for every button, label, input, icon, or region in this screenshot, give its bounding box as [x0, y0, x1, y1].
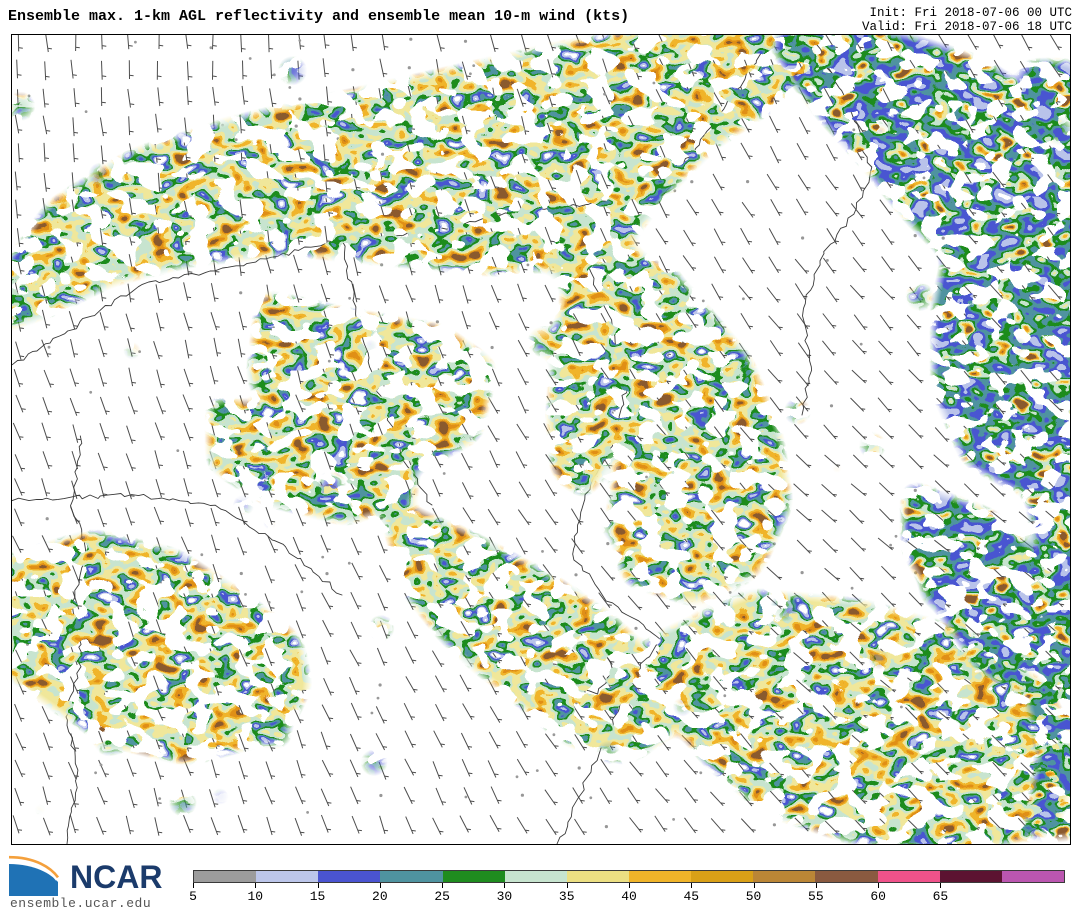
svg-text:NCAR: NCAR: [70, 859, 162, 895]
